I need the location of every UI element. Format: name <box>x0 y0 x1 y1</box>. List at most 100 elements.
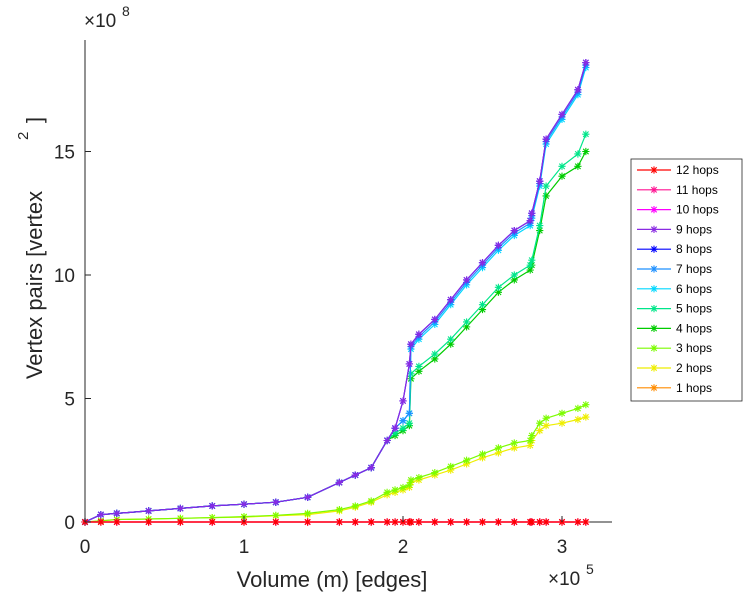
data-point <box>415 367 423 375</box>
data-point <box>528 431 536 440</box>
data-point <box>351 518 359 526</box>
data-point <box>478 305 487 314</box>
series-6-hops <box>81 63 590 526</box>
data-point <box>574 415 582 424</box>
data-point <box>463 518 471 526</box>
data-point <box>208 502 216 510</box>
series-line <box>84 62 587 523</box>
y-tick-label: 0 <box>64 513 75 534</box>
data-point <box>526 217 534 225</box>
data-point <box>391 424 399 432</box>
legend-item: 6 hops <box>637 282 712 296</box>
data-point <box>494 283 502 291</box>
svg-text:2: 2 <box>15 132 32 140</box>
data-point <box>208 513 216 522</box>
series-line <box>84 62 587 523</box>
data-point <box>526 441 534 450</box>
series-2-hops <box>81 413 590 526</box>
data-point <box>510 226 518 235</box>
y-axis-label: Vertex pairs [vertex 2 ] <box>15 117 47 379</box>
data-point <box>145 518 153 526</box>
data-point <box>367 464 375 472</box>
legend-label: 8 hops <box>676 242 712 256</box>
legend-label: 9 hops <box>676 222 712 236</box>
y-tick-label: 10 <box>54 266 75 287</box>
legend-item: 7 hops <box>637 262 712 276</box>
data-point <box>431 355 439 363</box>
data-point <box>407 340 415 348</box>
data-point <box>431 469 439 477</box>
data-point <box>478 454 487 462</box>
svg-text:5: 5 <box>586 561 594 577</box>
legend-label: 7 hops <box>676 262 712 276</box>
legend-label: 1 hops <box>676 381 712 395</box>
series-3-hops <box>81 401 590 526</box>
data-point <box>447 462 455 471</box>
data-point <box>391 518 399 526</box>
legend-item: 8 hops <box>637 242 712 256</box>
legend-item: 11 hops <box>637 183 718 197</box>
ticks-group: 0 1 2 3 0 5 10 15 <box>54 143 567 559</box>
data-point <box>447 518 455 526</box>
legend-box <box>630 158 743 402</box>
series-4-hops <box>81 147 590 526</box>
data-point <box>526 261 534 269</box>
data-point <box>478 301 487 309</box>
series-9-hops <box>81 58 590 526</box>
y-multiplier: ×10 8 <box>84 3 130 32</box>
data-point <box>542 518 550 526</box>
data-point <box>582 130 590 138</box>
svg-text:]: ] <box>22 117 47 123</box>
series-5-hops <box>81 130 590 526</box>
legend-item: 4 hops <box>637 321 712 335</box>
legend-marker <box>650 265 658 273</box>
legend-label: 5 hops <box>676 302 712 316</box>
data-point <box>463 323 471 331</box>
data-point <box>415 518 423 526</box>
data-point <box>558 409 566 417</box>
data-point <box>510 444 518 452</box>
data-point <box>367 518 375 526</box>
data-point <box>405 360 413 368</box>
data-point <box>494 444 502 452</box>
data-point <box>415 473 423 482</box>
series-line <box>84 64 587 523</box>
legend-item: 5 hops <box>637 302 712 316</box>
data-point <box>145 507 153 515</box>
data-point <box>574 404 582 412</box>
data-point <box>407 518 415 526</box>
legend-item: 3 hops <box>637 341 712 355</box>
data-point <box>176 504 184 513</box>
data-point <box>510 276 518 284</box>
series-8-hops <box>81 58 590 526</box>
series-line <box>84 133 587 523</box>
svg-text:×10: ×10 <box>84 11 116 32</box>
data-point <box>463 276 471 284</box>
legend-item: 10 hops <box>637 203 719 217</box>
data-point <box>463 318 471 326</box>
data-point <box>536 177 544 185</box>
data-point <box>510 271 518 279</box>
data-point <box>391 486 399 494</box>
data-point <box>399 417 407 425</box>
data-point <box>304 493 312 501</box>
data-point <box>407 476 415 484</box>
data-point <box>399 483 407 492</box>
data-point <box>478 259 487 267</box>
data-point <box>558 162 566 170</box>
legend-item: 12 hops <box>637 163 719 177</box>
legend-marker <box>650 324 658 332</box>
data-point <box>415 330 423 338</box>
data-point <box>542 422 550 430</box>
series-7-hops <box>81 61 590 526</box>
data-point <box>558 172 566 180</box>
x-tick-label: 3 <box>557 537 568 558</box>
svg-text:Vertex pairs [vertex: Vertex pairs [vertex <box>22 191 47 379</box>
legend-label: 10 hops <box>676 203 719 217</box>
data-point <box>383 436 391 445</box>
svg-text:×10: ×10 <box>548 569 580 590</box>
x-axis-label: Volume (m) [edges] <box>237 567 428 592</box>
series-group <box>81 58 590 526</box>
data-point <box>97 518 105 526</box>
data-point <box>240 500 248 508</box>
